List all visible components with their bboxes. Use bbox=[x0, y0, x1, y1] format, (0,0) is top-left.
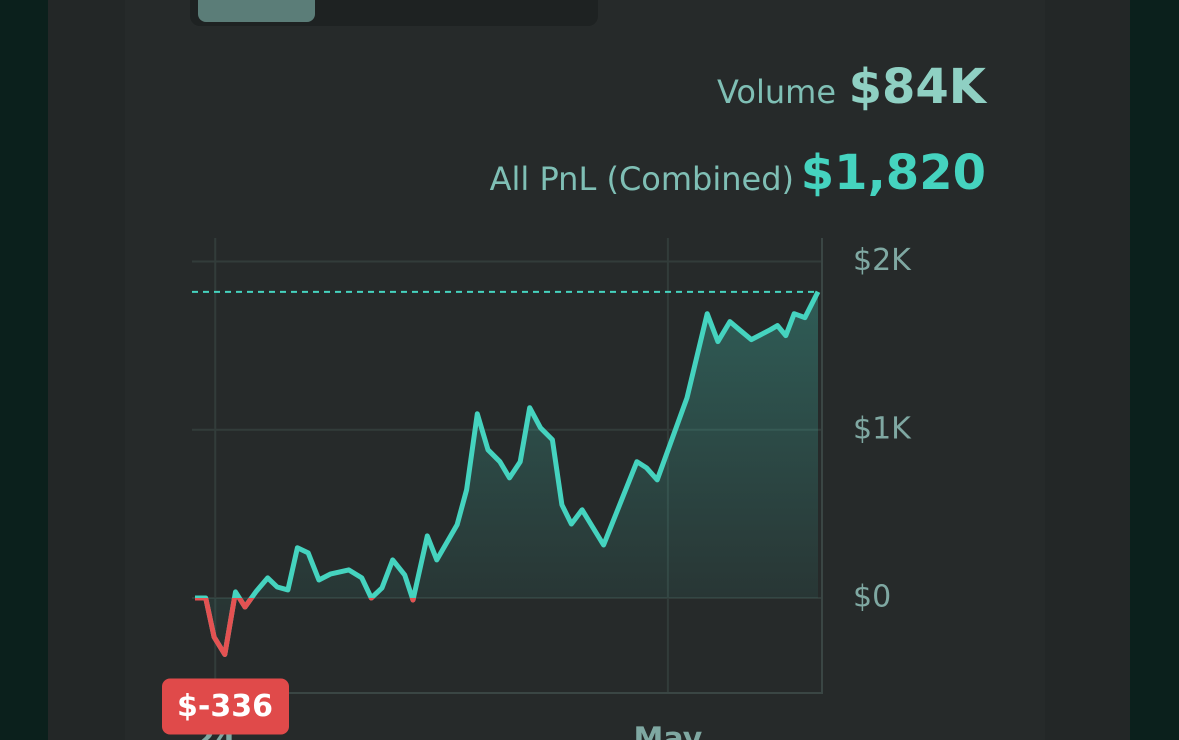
pnl-label: All PnL (Combined) bbox=[490, 160, 794, 198]
plot-border bbox=[192, 238, 823, 694]
min-badge bbox=[162, 678, 289, 735]
panel bbox=[125, 0, 1045, 740]
volume-label: Volume bbox=[717, 73, 836, 111]
y-tick-label: $0 bbox=[853, 579, 891, 614]
line bbox=[195, 290, 821, 657]
y-tick-label: $1K bbox=[853, 411, 912, 446]
volume-value: $84K bbox=[849, 59, 988, 115]
min-badge-label: $-336 bbox=[177, 689, 273, 724]
x-tick-label: May bbox=[634, 722, 703, 740]
tab-selected[interactable] bbox=[198, 0, 315, 22]
y-tick-label: $2K bbox=[853, 243, 912, 278]
pnl-value: $1,820 bbox=[801, 145, 986, 201]
